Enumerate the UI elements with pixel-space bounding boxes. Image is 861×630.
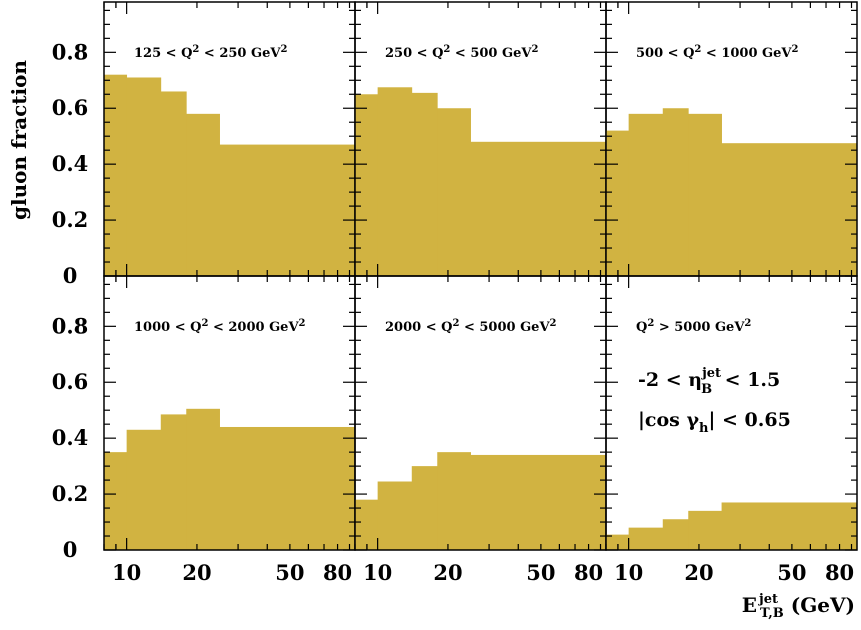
y-tick-label: 0.8 [52,39,89,64]
x-tick-label: 50 [275,560,304,585]
panels: 125 < Q2 < 250 GeV2 250 < Q2 < 500 GeV2 50… [103,1,858,551]
x-tick-label: 10 [112,560,141,585]
histogram-bar [186,113,220,276]
histogram-bar [628,113,664,276]
panel-label: Q2 > 5000 GeV2 [636,318,751,336]
y-tick-label: 0.2 [52,481,89,506]
histogram-bar [377,481,413,550]
histogram-bar [662,108,689,277]
x-tick-label: 50 [777,560,806,585]
y-tick-label: 0.6 [52,95,89,120]
panel-5: 2000 < Q2 < 5000 GeV2 [354,275,607,551]
histogram-bar [470,454,607,550]
histogram-bar [104,452,128,550]
histogram-bar [377,87,413,276]
x-tick-label: 10 [614,560,643,585]
y-tick-label: 0.8 [52,313,89,338]
x-tick-label: 80 [574,560,603,585]
panel-label: 2000 < Q2 < 5000 GeV2 [385,318,557,336]
histogram-bar [721,502,858,550]
panel-label: 500 < Q2 < 1000 GeV2 [636,44,799,62]
panel-2: 250 < Q2 < 500 GeV2 [354,1,607,277]
y-tick-label: 0.4 [52,425,89,450]
histogram-bar [470,141,607,276]
histogram-bar [160,91,187,276]
histogram-bar [104,74,128,276]
y-tick-labels: 0 0.2 0.4 0.6 0.8 0 0.2 0.4 0.6 0.8 [52,39,89,562]
histogram-bar [662,519,689,550]
histogram-bar [219,426,356,550]
y-tick-label: 0.6 [52,369,89,394]
histogram-bar [411,92,438,277]
histogram-bar [126,77,162,277]
x-tick-label: 50 [526,560,555,585]
panel-4: 1000 < Q2 < 2000 GeV2 [103,275,356,551]
y-tick-label: 0 [63,263,78,288]
x-tick-label: 10 [363,560,392,585]
histogram-bar [606,534,630,550]
y-axis-title: gluon fraction [7,60,31,220]
panel-label: 125 < Q2 < 250 GeV2 [134,44,287,62]
panel-3: 500 < Q2 < 1000 GeV2 [605,1,858,277]
histogram-bar [355,499,379,550]
histogram-bar [628,527,664,550]
x-tick-label: 80 [825,560,854,585]
panel-6: Q2 > 5000 GeV2 [605,275,858,551]
x-tick-label: 20 [684,560,713,585]
cos-cut-annotation: |cos γh| < 0.65 [638,409,791,436]
x-tick-label: 20 [433,560,462,585]
histogram-bar [126,429,162,550]
histogram-bar [411,466,438,550]
histogram-bar [355,94,379,277]
histogram-bar [721,143,858,276]
y-tick-label: 0 [63,537,78,562]
x-tick-label: 20 [182,560,211,585]
y-tick-label: 0.4 [52,151,89,176]
y-tick-label: 0.2 [52,207,89,232]
histogram-bar [437,452,471,550]
panel-1: 125 < Q2 < 250 GeV2 [103,1,356,277]
histogram-bar [186,408,220,550]
histogram-bar [219,144,356,276]
histogram-bar [606,130,630,276]
x-tick-labels: 10 20 50 80 10 20 50 80 10 20 50 80 [112,560,854,585]
panel-label: 1000 < Q2 < 2000 GeV2 [134,318,306,336]
histogram-bar [688,510,722,550]
histogram-bar [160,414,187,550]
histogram-bar [688,113,722,276]
annotations: -2 < ηjet B < 1.5 |cos γh| < 0.65 [638,366,791,436]
x-tick-label: 80 [323,560,352,585]
panel-frame [605,275,858,551]
histogram-bar [437,108,471,277]
panel-label: 250 < Q2 < 500 GeV2 [385,44,538,62]
eta-cut-annotation: -2 < ηjet B < 1.5 [638,366,780,397]
